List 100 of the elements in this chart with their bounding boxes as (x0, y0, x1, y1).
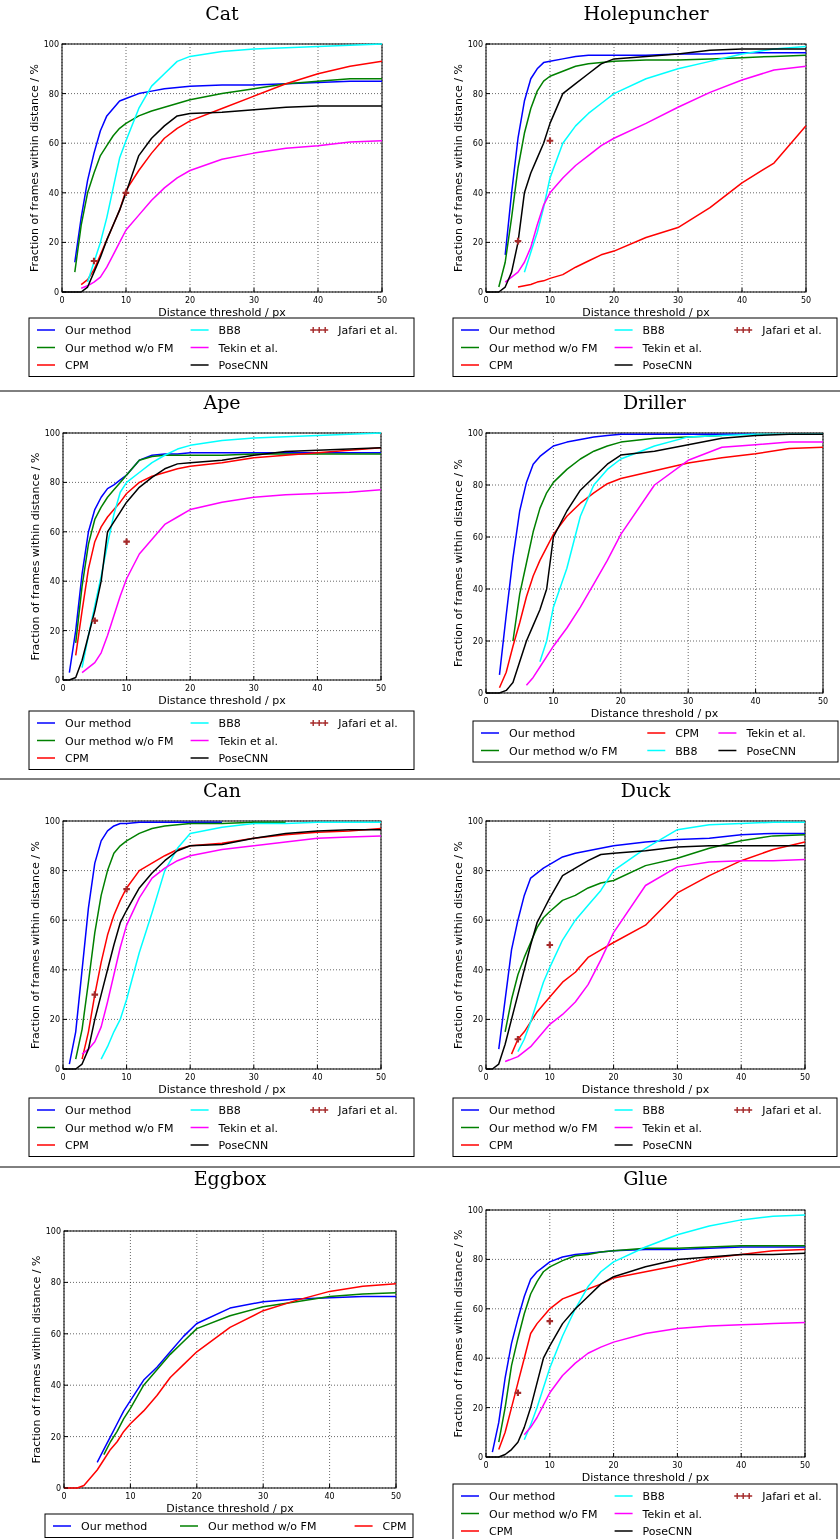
y-tick-label: 100 (467, 1206, 483, 1215)
y-axis-title: Fraction of frames within distance / % (30, 1255, 43, 1464)
x-tick-label: 30 (672, 296, 684, 305)
y-tick-label: 80 (472, 866, 483, 876)
x-axis-title: Distance threshold / px (158, 1083, 287, 1096)
legend-label: Tekin et al. (217, 1121, 278, 1135)
x-tick-label: 30 (248, 684, 259, 693)
legend-label: Our method w/o FM (509, 744, 618, 758)
x-tick-label: 10 (121, 684, 132, 693)
y-tick-label: 40 (472, 585, 483, 594)
y-axis-title: Fraction of frames within distance / % (452, 64, 465, 272)
chart-title: Holepuncher (583, 2, 710, 24)
y-tick-label: 100 (467, 429, 483, 438)
legend-label: Jafari et al. (761, 324, 822, 337)
x-tick-label: 0 (483, 1461, 489, 1470)
legend-label: Our method (489, 1490, 556, 1503)
legend-label: Tekin et al. (641, 1507, 702, 1521)
x-tick-label: 40 (312, 684, 323, 693)
x-tick-label: 50 (376, 296, 388, 305)
y-tick-label: 20 (50, 1432, 61, 1442)
x-tick-label: 0 (483, 1073, 489, 1082)
y-tick-label: 40 (50, 1381, 61, 1391)
y-tick-label: 100 (44, 429, 60, 438)
legend-label: PoseCNN (218, 752, 269, 765)
x-tick-label: 20 (608, 296, 620, 305)
legend-label: Tekin et al. (217, 341, 278, 355)
legend-label: Our method (489, 1104, 556, 1117)
legend-label: CPM (489, 359, 513, 372)
y-tick-label: 40 (472, 188, 483, 198)
legend-label: Our method (65, 324, 132, 337)
x-tick-label: 30 (683, 697, 694, 706)
y-tick-label: 40 (472, 965, 483, 975)
y-axis-title: Fraction of frames within distance / % (29, 841, 42, 1049)
x-axis-title: Distance threshold / px (590, 707, 719, 720)
legend-label: Jafari et al. (761, 1490, 822, 1503)
x-tick-label: 20 (608, 1461, 619, 1470)
legend-label: Jafari et al. (337, 324, 398, 337)
x-tick-label: 0 (483, 697, 489, 706)
legend-label: PoseCNN (746, 744, 797, 758)
legend-label: Our method (509, 727, 576, 740)
chart-title: Can (202, 779, 242, 801)
x-tick-label: 20 (185, 684, 196, 693)
y-tick-label: 80 (472, 89, 483, 99)
x-tick-label: 40 (736, 296, 748, 305)
legend-label: Our method w/o FM (208, 1520, 317, 1533)
x-tick-label: 0 (61, 1492, 67, 1501)
y-tick-label: 100 (45, 1227, 61, 1236)
y-axis-title: Fraction of frames within distance / % (28, 64, 41, 272)
chart-title: Eggbox (193, 1167, 267, 1189)
legend-label: Jafari et al. (761, 1104, 822, 1117)
y-tick-label: 0 (53, 288, 59, 297)
x-tick-label: 20 (608, 1073, 619, 1082)
y-tick-label: 80 (48, 89, 59, 99)
x-tick-label: 20 (185, 1073, 196, 1082)
x-tick-label: 50 (390, 1492, 402, 1501)
y-tick-label: 40 (48, 188, 59, 198)
legend-label: Our method (65, 717, 132, 730)
chart-title: Cat (205, 2, 240, 24)
y-tick-label: 80 (50, 1278, 61, 1288)
x-tick-label: 30 (258, 1492, 269, 1501)
x-tick-label: 40 (736, 1073, 747, 1082)
legend-label: CPM (382, 1520, 407, 1533)
line-series (517, 125, 807, 288)
line-series (81, 489, 382, 674)
line-series (523, 1321, 806, 1436)
line-series (523, 1214, 806, 1441)
y-tick-label: 80 (472, 1255, 483, 1265)
legend-label: Our method w/o FM (489, 1507, 598, 1521)
x-tick-label: 20 (191, 1492, 202, 1501)
line-series (68, 821, 223, 1065)
x-tick-label: 30 (672, 1073, 683, 1082)
legend-label: Our method w/o FM (489, 1121, 598, 1135)
y-tick-label: 20 (49, 1015, 60, 1025)
legend-label: Jafari et al. (337, 717, 398, 730)
y-axis-title: Fraction of frames within distance / % (452, 841, 465, 1049)
legend-label: CPM (675, 727, 700, 740)
x-tick-label: 10 (120, 296, 132, 305)
legend-label: BB8 (218, 717, 241, 730)
x-tick-label: 50 (800, 296, 812, 305)
x-tick-label: 20 (184, 296, 196, 305)
y-axis-title: Fraction of frames within distance / % (452, 1229, 465, 1438)
legend-label: Tekin et al. (641, 341, 702, 355)
x-tick-label: 50 (817, 697, 829, 706)
legend-label: CPM (489, 1139, 513, 1152)
x-axis-title: Distance threshold / px (582, 306, 711, 319)
y-tick-label: 60 (50, 1329, 61, 1339)
y-axis-title: Fraction of frames within distance / % (452, 459, 465, 667)
line-series (523, 45, 807, 273)
y-tick-label: 0 (477, 288, 483, 297)
legend-label: BB8 (218, 324, 241, 337)
y-tick-label: 100 (467, 817, 483, 826)
legend-label: CPM (65, 1139, 89, 1152)
legend-label: CPM (489, 1525, 513, 1538)
x-tick-label: 40 (312, 1073, 323, 1082)
y-tick-label: 60 (472, 916, 483, 926)
y-tick-label: 20 (472, 637, 483, 646)
legend-label: BB8 (218, 1104, 241, 1117)
line-series (74, 821, 287, 1060)
x-tick-label: 50 (799, 1073, 811, 1082)
x-tick-label: 40 (312, 296, 324, 305)
